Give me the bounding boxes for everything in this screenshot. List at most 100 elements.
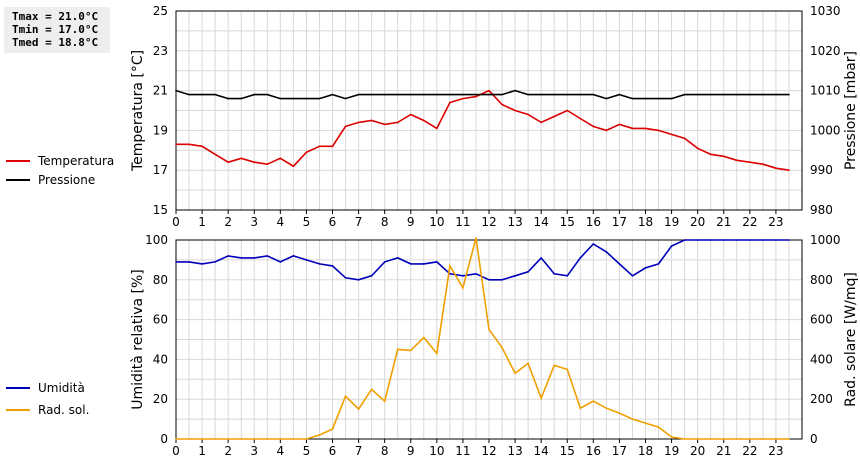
data-point (579, 93, 582, 96)
series-line-pressione (175, 89, 789, 100)
x-tick-label: 20 (690, 444, 705, 458)
y-right-tick-label: 0 (810, 432, 818, 446)
data-point (592, 93, 595, 96)
data-point (722, 155, 725, 158)
series-pressione (175, 89, 790, 100)
data-point (566, 109, 569, 112)
x-tick-label: 18 (638, 444, 653, 458)
data-point (318, 263, 321, 265)
data-point (540, 397, 542, 400)
data-point (709, 153, 712, 156)
x-tick-label: 8 (381, 444, 389, 458)
data-point (605, 97, 608, 100)
data-point (488, 328, 490, 331)
x-tick-label: 18 (638, 215, 653, 229)
data-point (514, 109, 516, 112)
y-right-tick-label: 980 (810, 203, 833, 217)
data-point (696, 438, 699, 440)
data-point (240, 438, 243, 440)
data-point (566, 93, 569, 96)
data-point (775, 167, 777, 170)
data-point (670, 436, 673, 438)
chart-panel-2: 0 1 2 3 4 5 6 7 8 9 10 11 12 13 14 15 16 17 18 19 20 21 22 2302… (6, 233, 859, 458)
data-point (762, 438, 764, 440)
x-tick-label: 15 (560, 215, 575, 229)
series-rad-sol (175, 237, 790, 440)
data-point (175, 89, 177, 92)
y-left-tick-label: 17 (153, 163, 168, 177)
data-point (683, 137, 686, 140)
data-point (501, 93, 503, 96)
data-point (436, 261, 438, 263)
data-point (709, 239, 712, 241)
x-tick-label: 12 (481, 215, 496, 229)
data-point (396, 257, 399, 259)
data-point (214, 93, 216, 96)
data-point (553, 115, 556, 118)
data-point (553, 273, 556, 275)
y-left-tick-label: 60 (153, 313, 168, 327)
legend-label: Umidità (38, 381, 85, 395)
data-point (735, 239, 738, 241)
data-point (357, 121, 360, 124)
y-right-tick-label: 1020 (810, 44, 841, 58)
y-right-tick-label: 400 (810, 352, 833, 366)
x-tick-label: 11 (455, 215, 470, 229)
data-point (540, 93, 542, 96)
data-point (566, 275, 569, 277)
data-point (696, 93, 699, 96)
data-point (240, 97, 243, 100)
data-point (396, 348, 399, 351)
data-point (422, 93, 425, 96)
data-point (631, 275, 634, 277)
y-right-tick-label: 600 (810, 313, 833, 327)
x-tick-label: 16 (586, 444, 601, 458)
data-point (383, 261, 386, 263)
y-left-tick-label: 25 (153, 4, 168, 18)
data-point (514, 372, 516, 375)
legend-label: Temperatura (37, 154, 114, 168)
data-point (762, 93, 764, 96)
data-point (775, 93, 777, 96)
data-point (670, 133, 673, 136)
y-right-tick-label: 200 (810, 392, 833, 406)
data-point (475, 273, 477, 275)
data-point (305, 259, 308, 261)
data-point (240, 257, 243, 259)
data-point (318, 434, 321, 436)
x-tick-label: 2 (224, 444, 232, 458)
data-point (644, 267, 647, 269)
y-left-tick-label: 100 (145, 233, 168, 247)
data-point (788, 93, 790, 96)
data-point (396, 93, 399, 96)
x-tick-label: 3 (250, 444, 258, 458)
data-point (240, 157, 243, 160)
data-point (670, 245, 673, 247)
tmax-label: Tmax = 21.0°C (12, 10, 99, 23)
series-line-umidit (176, 239, 789, 281)
data-point (644, 422, 647, 424)
y-right-tick-label: 800 (810, 273, 833, 287)
x-tick-label: 9 (407, 215, 415, 229)
x-tick-label: 23 (768, 215, 783, 229)
y-left-axis-label: Umidità relativa [%] (130, 269, 146, 410)
data-point (344, 125, 347, 128)
y-right-tick-label: 1010 (810, 84, 841, 98)
y-right-tick-label: 990 (810, 163, 833, 177)
data-point (514, 89, 516, 92)
data-point (436, 352, 438, 355)
series-temperatura (175, 89, 790, 171)
data-point (227, 97, 229, 100)
x-tick-label: 20 (690, 215, 705, 229)
data-point (422, 336, 425, 339)
data-point (227, 438, 229, 440)
data-point (579, 407, 582, 409)
data-point (331, 93, 334, 96)
data-point (644, 97, 647, 100)
data-point (540, 257, 542, 259)
x-tick-label: 14 (534, 444, 549, 458)
data-point (657, 129, 660, 132)
data-point (527, 93, 529, 96)
data-point (436, 127, 438, 130)
data-point (462, 93, 464, 96)
